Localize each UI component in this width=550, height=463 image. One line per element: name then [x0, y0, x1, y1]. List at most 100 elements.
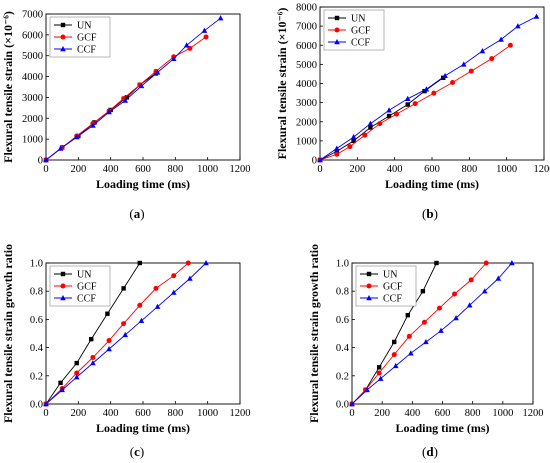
- data-point: [201, 27, 208, 33]
- panel-label-open: (: [130, 444, 134, 459]
- chart-panel-a: 0 200 400 600 800 1000 1200 0 1000 2000 3000 4000 50…: [1, 10, 251, 222]
- data-point: [509, 260, 515, 266]
- data-point: [376, 365, 382, 370]
- panel-label: (d): [422, 444, 438, 459]
- data-point: [405, 312, 411, 318]
- panel-label: (a): [129, 206, 144, 221]
- data-point: [367, 120, 374, 126]
- panel-label-letter: b: [426, 206, 433, 221]
- y-tick-label: 1000: [22, 135, 43, 146]
- y-tick-label: 3000: [296, 98, 317, 109]
- data-point: [533, 13, 540, 19]
- data-point: [349, 401, 355, 407]
- data-point: [154, 69, 161, 75]
- legend-marker: [334, 39, 340, 45]
- y-tick-label: 0.6: [336, 315, 349, 326]
- data-point: [351, 138, 356, 144]
- x-tick-label: 1000: [496, 164, 517, 175]
- legend-marker: [60, 46, 66, 52]
- y-axis-title: Flexural tensile strain (×10⁻⁶): [1, 11, 15, 163]
- data-point: [347, 144, 353, 150]
- x-tick-label: 200: [70, 408, 86, 419]
- x-tick-label: 600: [435, 408, 451, 419]
- data-point: [73, 134, 80, 140]
- series-ccf: [349, 260, 515, 407]
- legend-marker: [60, 22, 66, 28]
- data-point: [377, 375, 384, 381]
- data-point: [420, 289, 426, 294]
- data-point: [57, 145, 64, 151]
- panel-label-close: ): [140, 206, 144, 221]
- legend-marker: [60, 271, 66, 277]
- data-point: [466, 302, 473, 308]
- x-axis-title: Loading time (ms): [385, 177, 479, 191]
- panel-label-letter: c: [134, 444, 140, 459]
- data-point: [138, 82, 145, 89]
- x-tick-label: 800: [167, 164, 183, 175]
- data-point: [498, 36, 504, 42]
- data-point: [121, 321, 127, 327]
- data-point: [185, 260, 191, 266]
- data-point: [408, 350, 414, 356]
- data-point: [137, 260, 142, 266]
- series-ccf: [43, 260, 209, 407]
- y-axis-title: Flexural tensile strain growth ratio: [307, 244, 321, 423]
- data-point: [377, 121, 383, 127]
- data-point: [412, 101, 418, 107]
- x-tick-label: 200: [349, 164, 365, 175]
- data-point: [386, 107, 392, 113]
- y-tick-label: 0.4: [30, 343, 44, 354]
- y-tick-label: 0.8: [336, 287, 349, 298]
- data-point: [391, 352, 397, 358]
- data-point: [423, 86, 430, 92]
- legend-marker: [366, 271, 372, 277]
- panel-label: (c): [130, 444, 144, 459]
- series-line: [351, 262, 487, 405]
- y-tick-label: 0.2: [336, 371, 349, 382]
- y-tick-label: 7000: [296, 22, 317, 33]
- data-point: [171, 273, 177, 279]
- x-tick-label: 0: [349, 408, 354, 419]
- legend-marker: [334, 27, 340, 33]
- data-point: [406, 333, 412, 339]
- data-point: [73, 374, 80, 380]
- data-point: [58, 380, 63, 386]
- data-point: [431, 90, 437, 96]
- data-point: [434, 260, 439, 266]
- data-point: [515, 23, 521, 29]
- x-tick-label: 0: [317, 164, 322, 175]
- x-tick-label: 200: [70, 164, 86, 175]
- data-point: [442, 72, 448, 79]
- data-point: [392, 362, 399, 369]
- x-axis-title: Loading time (ms): [96, 177, 190, 191]
- data-point: [362, 132, 368, 138]
- data-point: [106, 346, 112, 352]
- data-point: [350, 134, 357, 140]
- data-point: [450, 80, 456, 86]
- panel-label-letter: a: [134, 206, 141, 221]
- panel-label-open: (: [129, 206, 133, 221]
- x-tick-label: 400: [103, 164, 119, 175]
- x-tick-label: 400: [103, 408, 119, 419]
- legend-entry: UN: [351, 14, 365, 25]
- x-tick-label: 0: [43, 408, 48, 419]
- data-point: [122, 331, 129, 338]
- data-point: [468, 68, 474, 74]
- data-point: [481, 288, 488, 294]
- x-tick-label: 800: [461, 164, 477, 175]
- series-gcf: [317, 42, 513, 163]
- legend-entry: UN: [77, 270, 91, 281]
- y-tick-label: 8000: [296, 3, 317, 14]
- x-tick-label: 400: [387, 164, 403, 175]
- data-point: [137, 302, 143, 308]
- panel-label-close: ): [140, 444, 144, 459]
- x-tick-label: 600: [135, 408, 151, 419]
- x-tick-label: 1200: [523, 408, 544, 419]
- series-line: [45, 17, 221, 161]
- data-point: [89, 336, 94, 342]
- x-tick-label: 1200: [230, 164, 251, 175]
- x-tick-label: 1000: [492, 408, 513, 419]
- y-tick-label: 2000: [296, 117, 317, 128]
- x-tick-label: 200: [374, 408, 390, 419]
- data-point: [368, 125, 373, 130]
